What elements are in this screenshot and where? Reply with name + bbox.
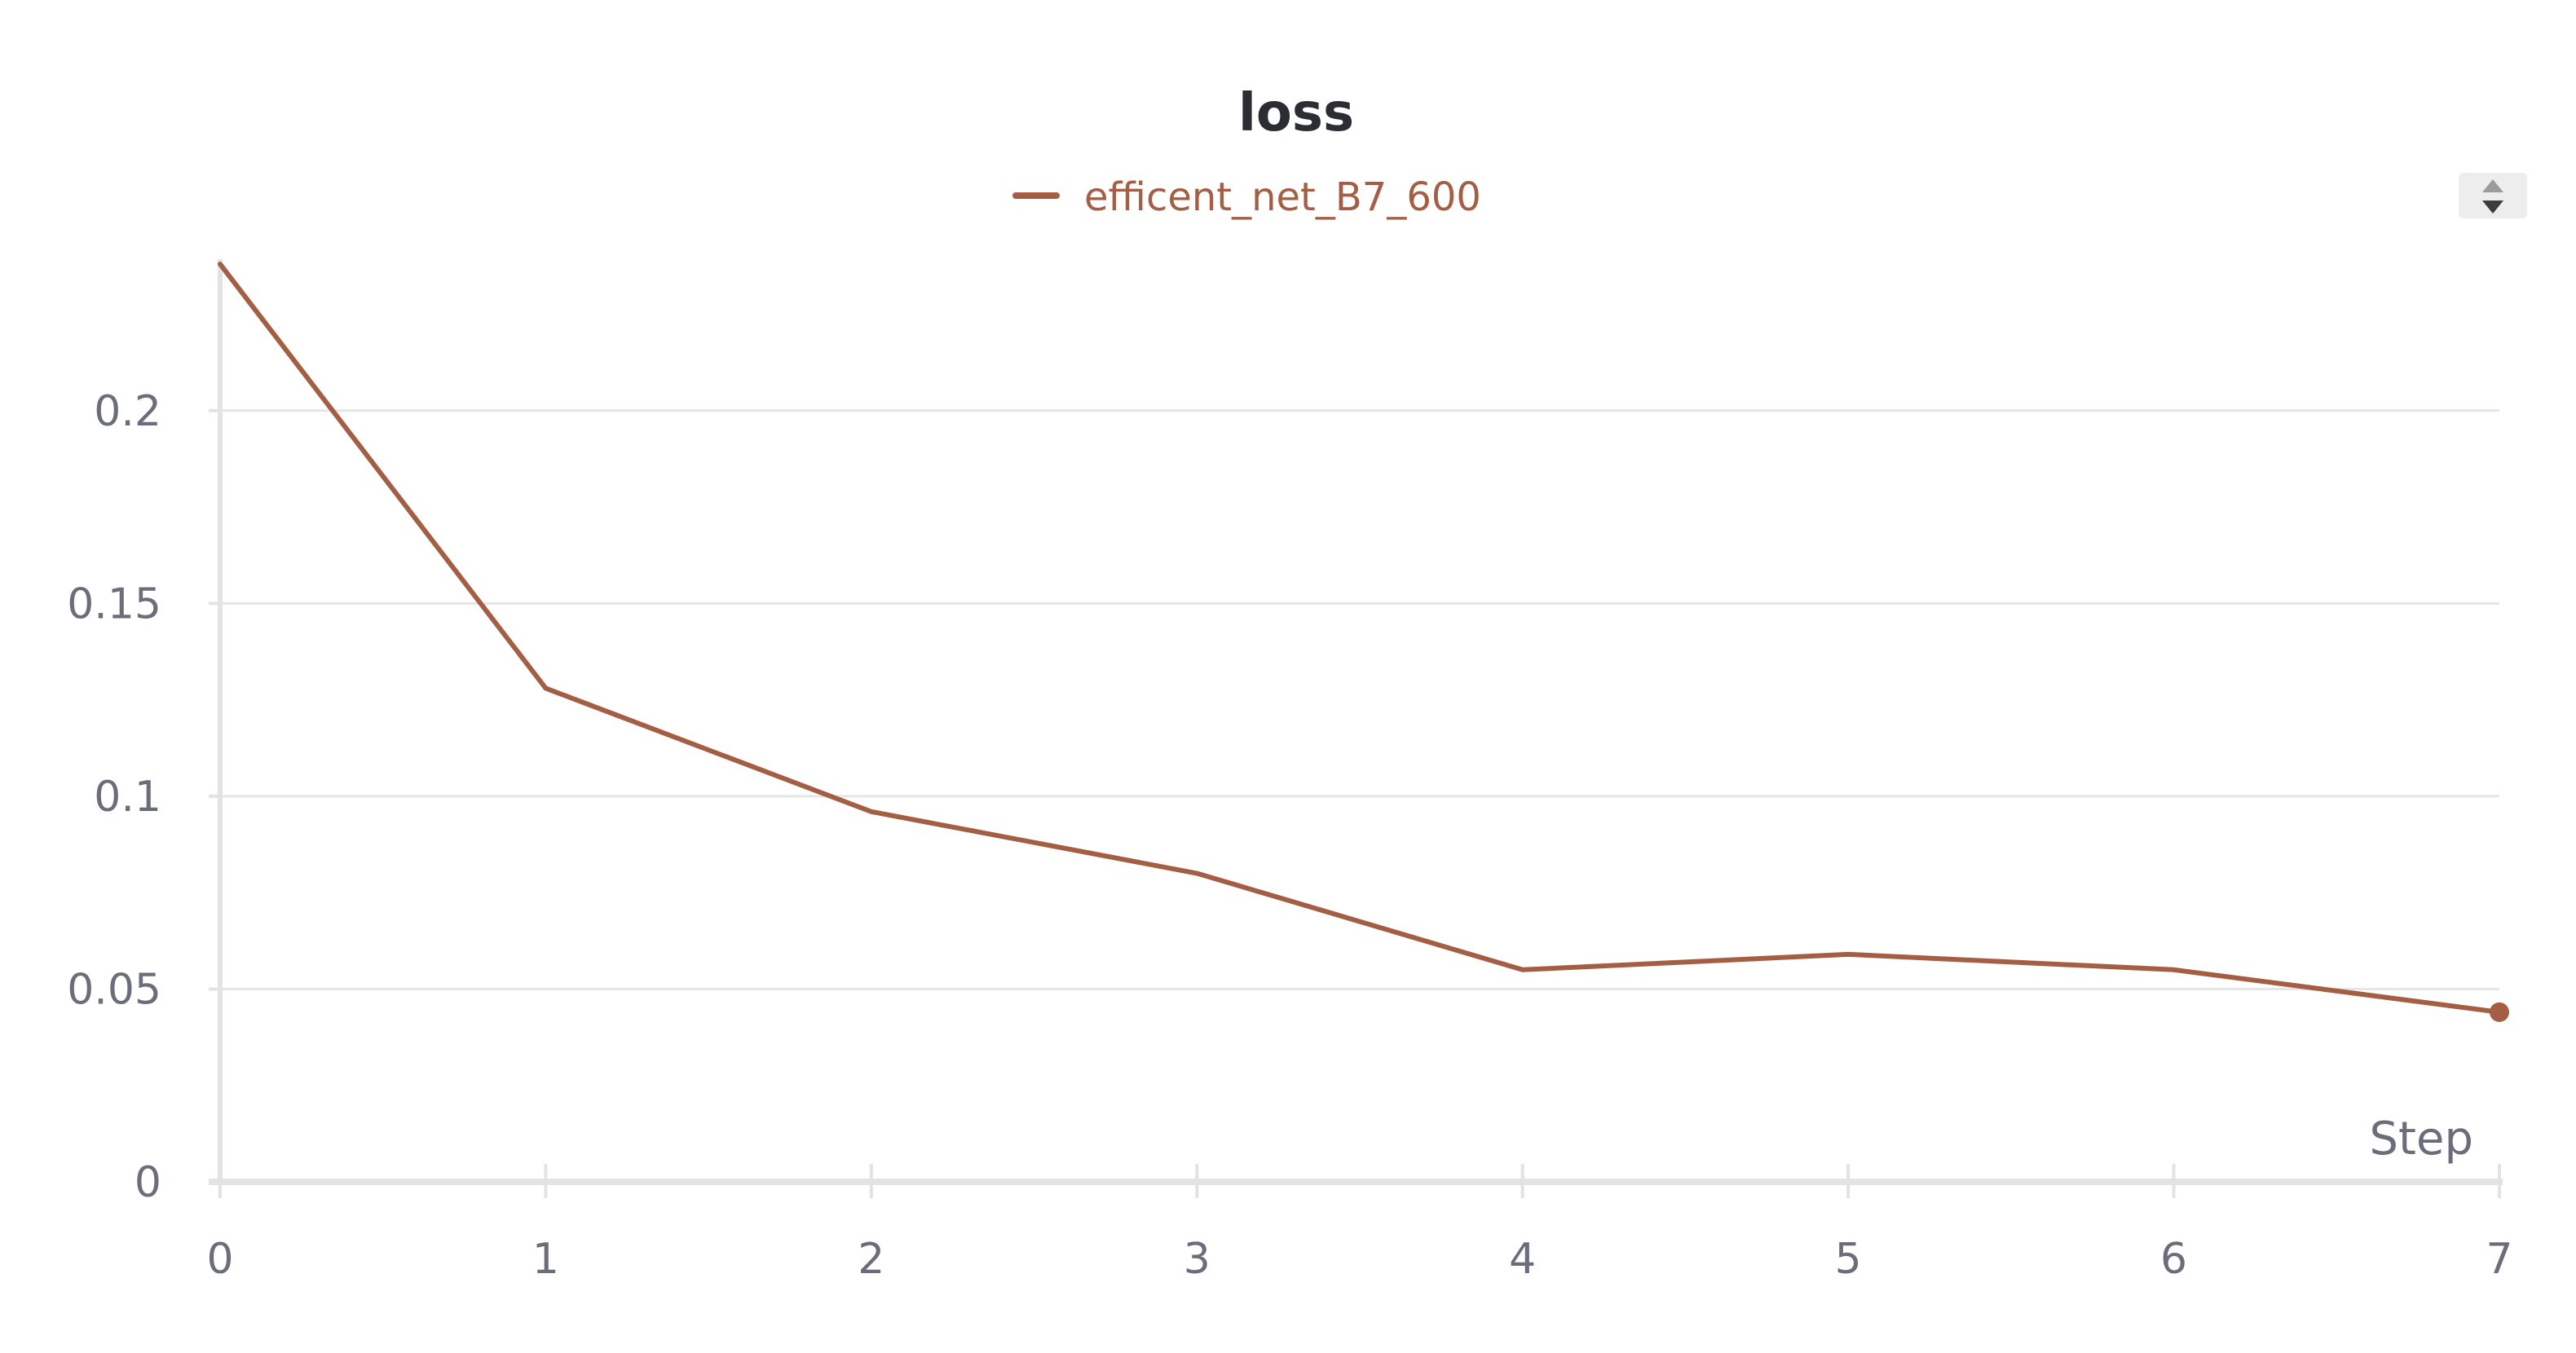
x-tick-label: 6 xyxy=(2160,1235,2187,1284)
data-point xyxy=(1193,870,1200,877)
data-point xyxy=(1520,967,1526,973)
y-tick-label: 0.15 xyxy=(67,580,161,628)
y-tick-label: 0.1 xyxy=(94,773,161,822)
chart-title: loss xyxy=(1238,83,1354,143)
y-tick-label: 0.2 xyxy=(94,387,161,436)
data-point xyxy=(217,261,223,267)
axis-layer xyxy=(209,259,2503,1185)
data-point xyxy=(1845,951,1851,958)
legend-scroll-button[interactable] xyxy=(2459,173,2527,218)
x-axis-label: Step xyxy=(2369,1113,2473,1166)
data-point xyxy=(868,809,875,815)
legend-scroll-background xyxy=(2459,173,2527,218)
label-layer: 0 0.05 0.1 0.15 0.2 0 1 2 3 4 5 6 7 Step xyxy=(67,387,2512,1284)
legend[interactable]: efficent_net_B7_600 xyxy=(1012,174,1481,220)
last-point-marker xyxy=(2490,1002,2509,1022)
legend-label: efficent_net_B7_600 xyxy=(1084,174,1481,220)
data-point xyxy=(542,685,549,691)
up-down-arrows-icon xyxy=(2482,179,2503,214)
series-layer xyxy=(217,261,2509,1022)
arrow-down-icon xyxy=(2482,201,2503,214)
x-tick-label: 4 xyxy=(1509,1235,1536,1284)
data-point xyxy=(2171,967,2177,973)
y-tick-label: 0 xyxy=(135,1158,161,1207)
x-tick-label: 0 xyxy=(206,1235,233,1284)
arrow-up-icon xyxy=(2482,179,2503,192)
x-tick-label: 7 xyxy=(2486,1235,2512,1284)
tick-layer xyxy=(209,408,2501,1198)
x-tick-label: 2 xyxy=(858,1235,884,1284)
y-tick-label: 0.05 xyxy=(67,965,161,1014)
x-tick-label: 5 xyxy=(1835,1235,1862,1284)
series-line-0 xyxy=(218,262,2502,1015)
x-tick-label: 1 xyxy=(532,1235,559,1284)
grid-layer xyxy=(220,409,2499,990)
x-tick-label: 3 xyxy=(1184,1235,1211,1284)
